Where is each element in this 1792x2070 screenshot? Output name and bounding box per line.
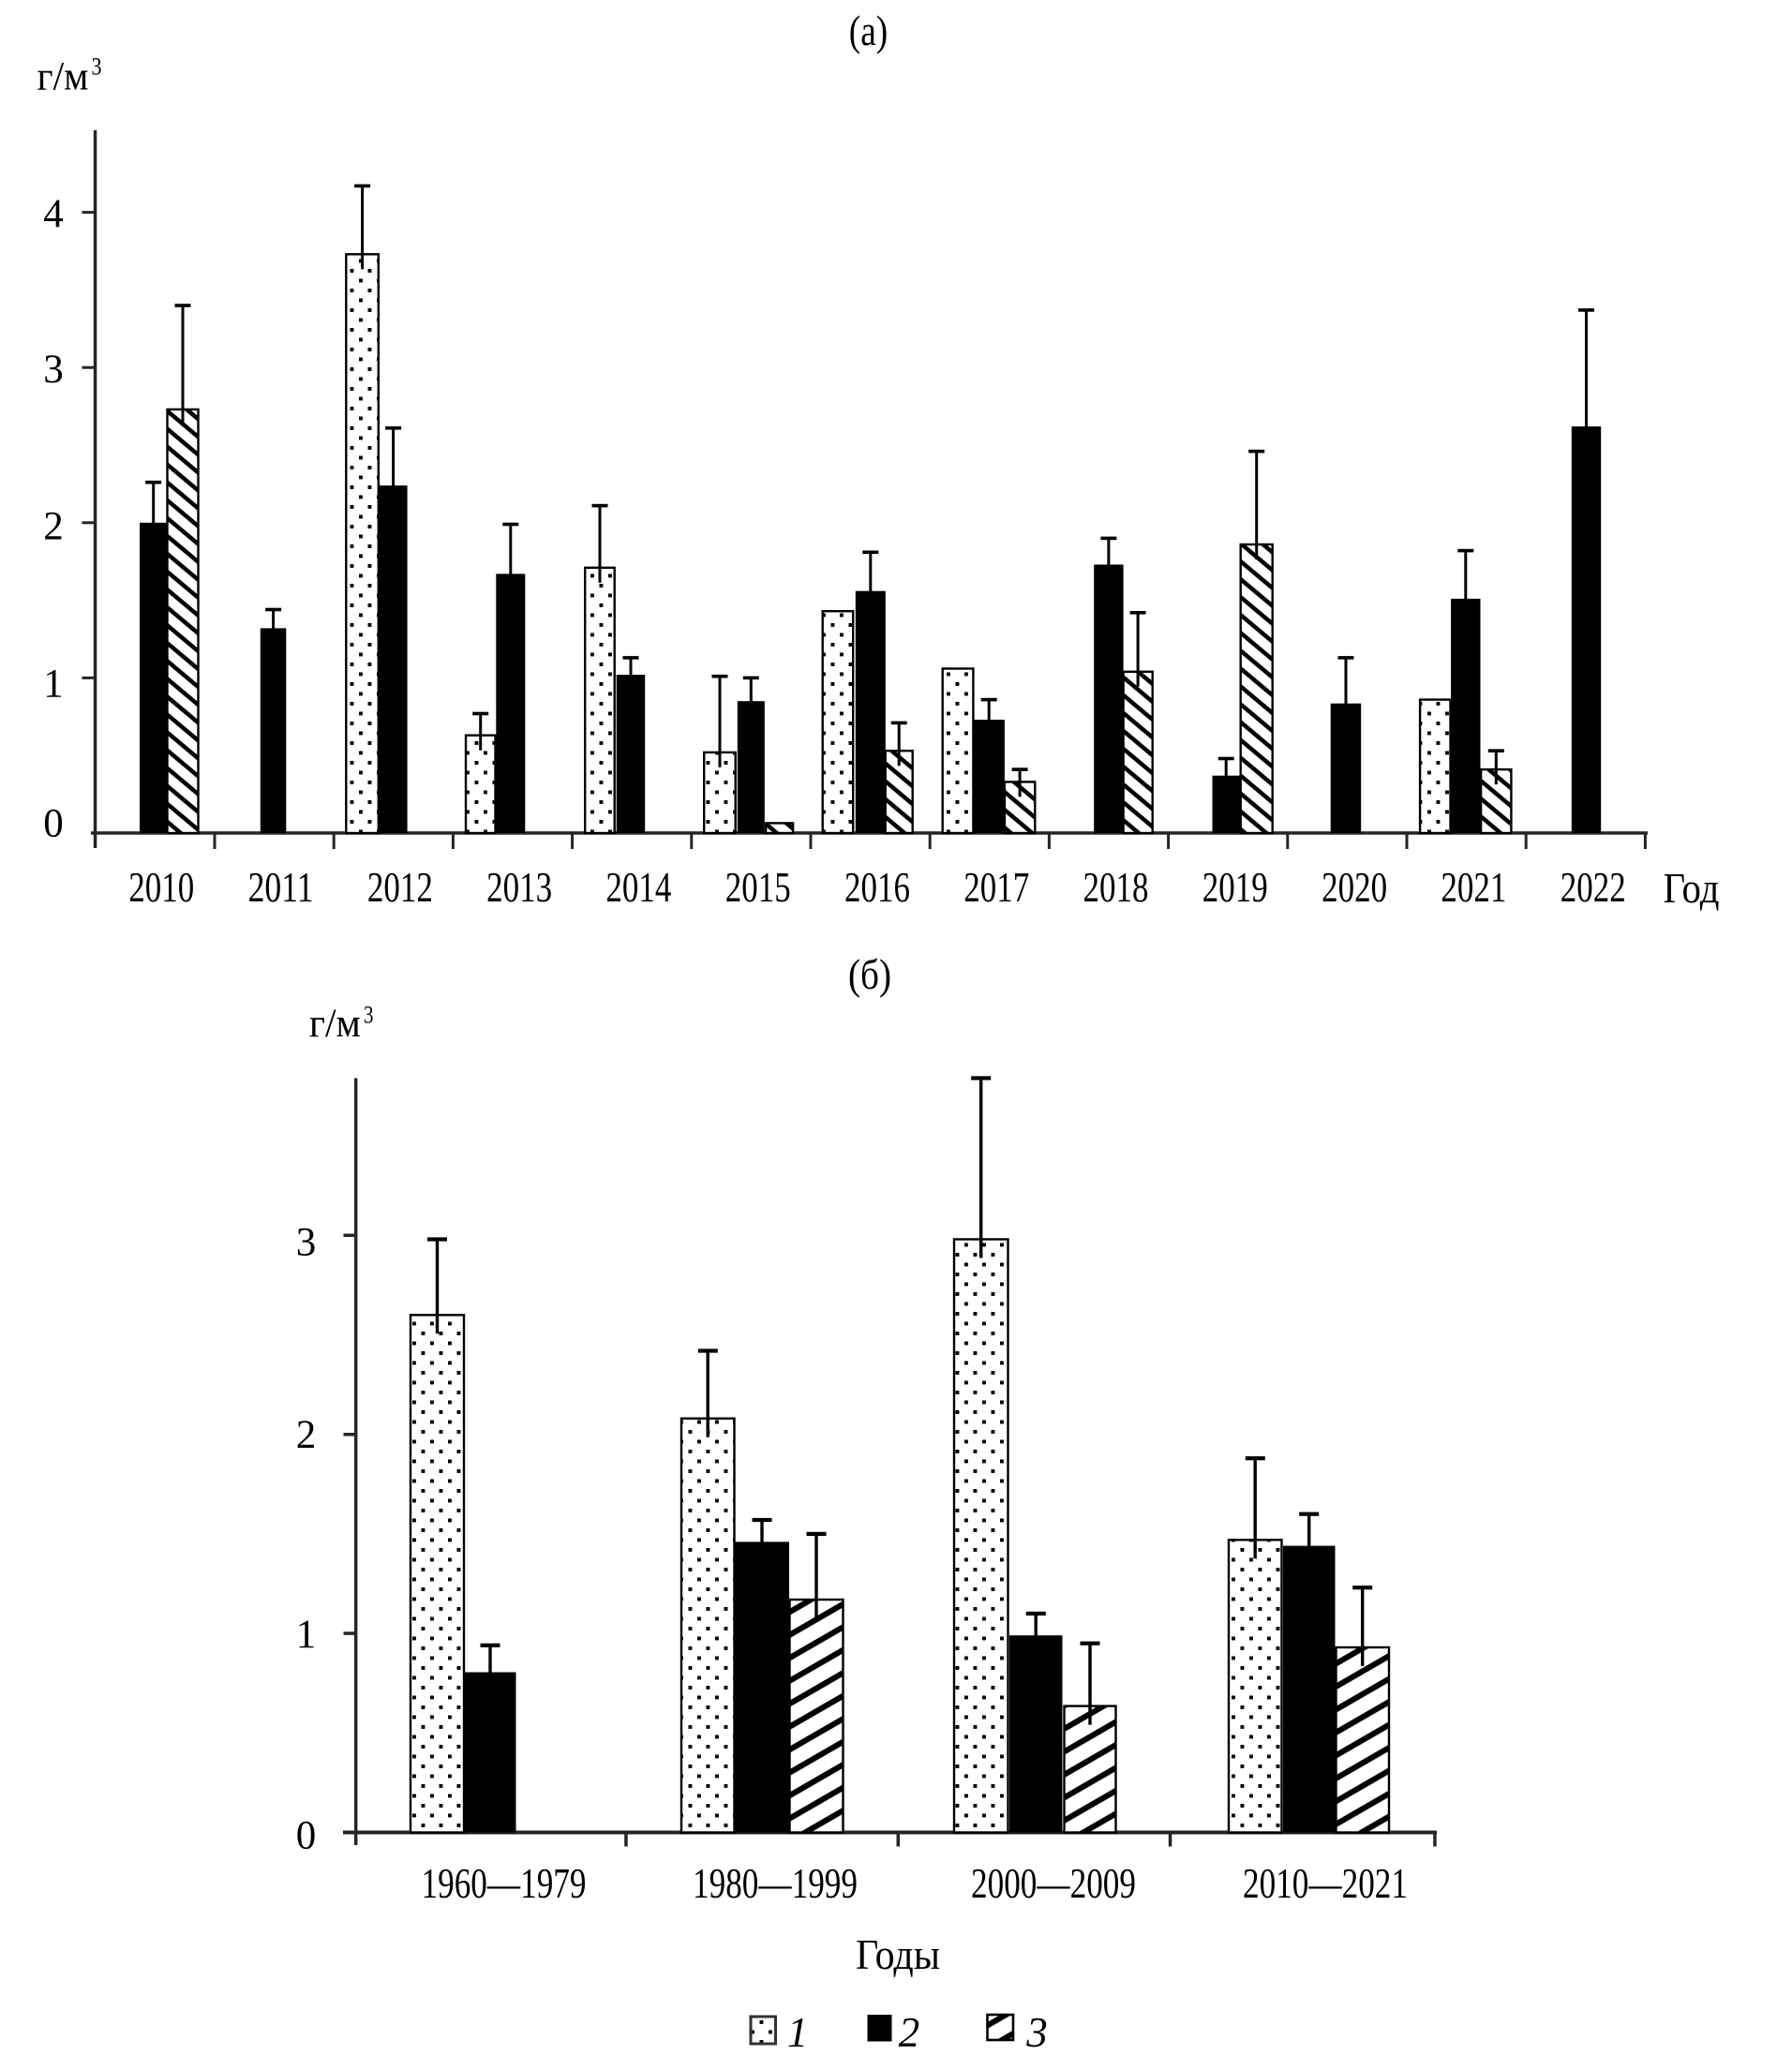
svg-text:4: 4 <box>43 192 64 236</box>
svg-text:3: 3 <box>43 348 64 392</box>
svg-text:2011: 2011 <box>248 864 314 911</box>
svg-text:2010: 2010 <box>128 864 194 911</box>
svg-text:3: 3 <box>1025 2009 1048 2056</box>
svg-text:2010—2021: 2010—2021 <box>1243 1859 1408 1907</box>
svg-text:2013: 2013 <box>486 864 552 911</box>
svg-text:2000—2009: 2000—2009 <box>971 1859 1136 1907</box>
svg-text:2016: 2016 <box>844 864 910 911</box>
svg-text:1: 1 <box>43 663 64 707</box>
svg-text:Годы: Годы <box>856 1931 940 1978</box>
svg-text:2018: 2018 <box>1083 864 1149 911</box>
svg-text:0: 0 <box>43 802 64 846</box>
svg-text:3: 3 <box>296 1221 317 1265</box>
svg-text:1960—1979: 1960—1979 <box>422 1859 587 1907</box>
svg-text:2020: 2020 <box>1322 864 1387 911</box>
svg-text:г/м: г/м <box>37 54 89 99</box>
svg-text:2: 2 <box>899 2009 920 2056</box>
svg-text:(а): (а) <box>849 7 889 54</box>
svg-text:2017: 2017 <box>963 864 1029 911</box>
svg-text:г/м: г/м <box>309 1001 361 1046</box>
svg-text:1980—1999: 1980—1999 <box>693 1859 858 1907</box>
svg-text:(б): (б) <box>848 951 891 998</box>
svg-text:0: 0 <box>296 1813 317 1857</box>
svg-text:2015: 2015 <box>725 864 791 911</box>
svg-text:2022: 2022 <box>1561 864 1626 911</box>
svg-text:3: 3 <box>92 53 102 81</box>
svg-text:2: 2 <box>43 504 64 548</box>
svg-text:2014: 2014 <box>605 864 671 911</box>
svg-text:2021: 2021 <box>1441 864 1506 911</box>
svg-text:1: 1 <box>787 2009 809 2056</box>
svg-text:3: 3 <box>364 1002 374 1029</box>
svg-text:2012: 2012 <box>367 864 433 911</box>
svg-text:Год: Год <box>1664 865 1720 912</box>
svg-text:2019: 2019 <box>1202 864 1268 911</box>
svg-text:2: 2 <box>296 1413 317 1457</box>
svg-text:1: 1 <box>296 1613 317 1657</box>
